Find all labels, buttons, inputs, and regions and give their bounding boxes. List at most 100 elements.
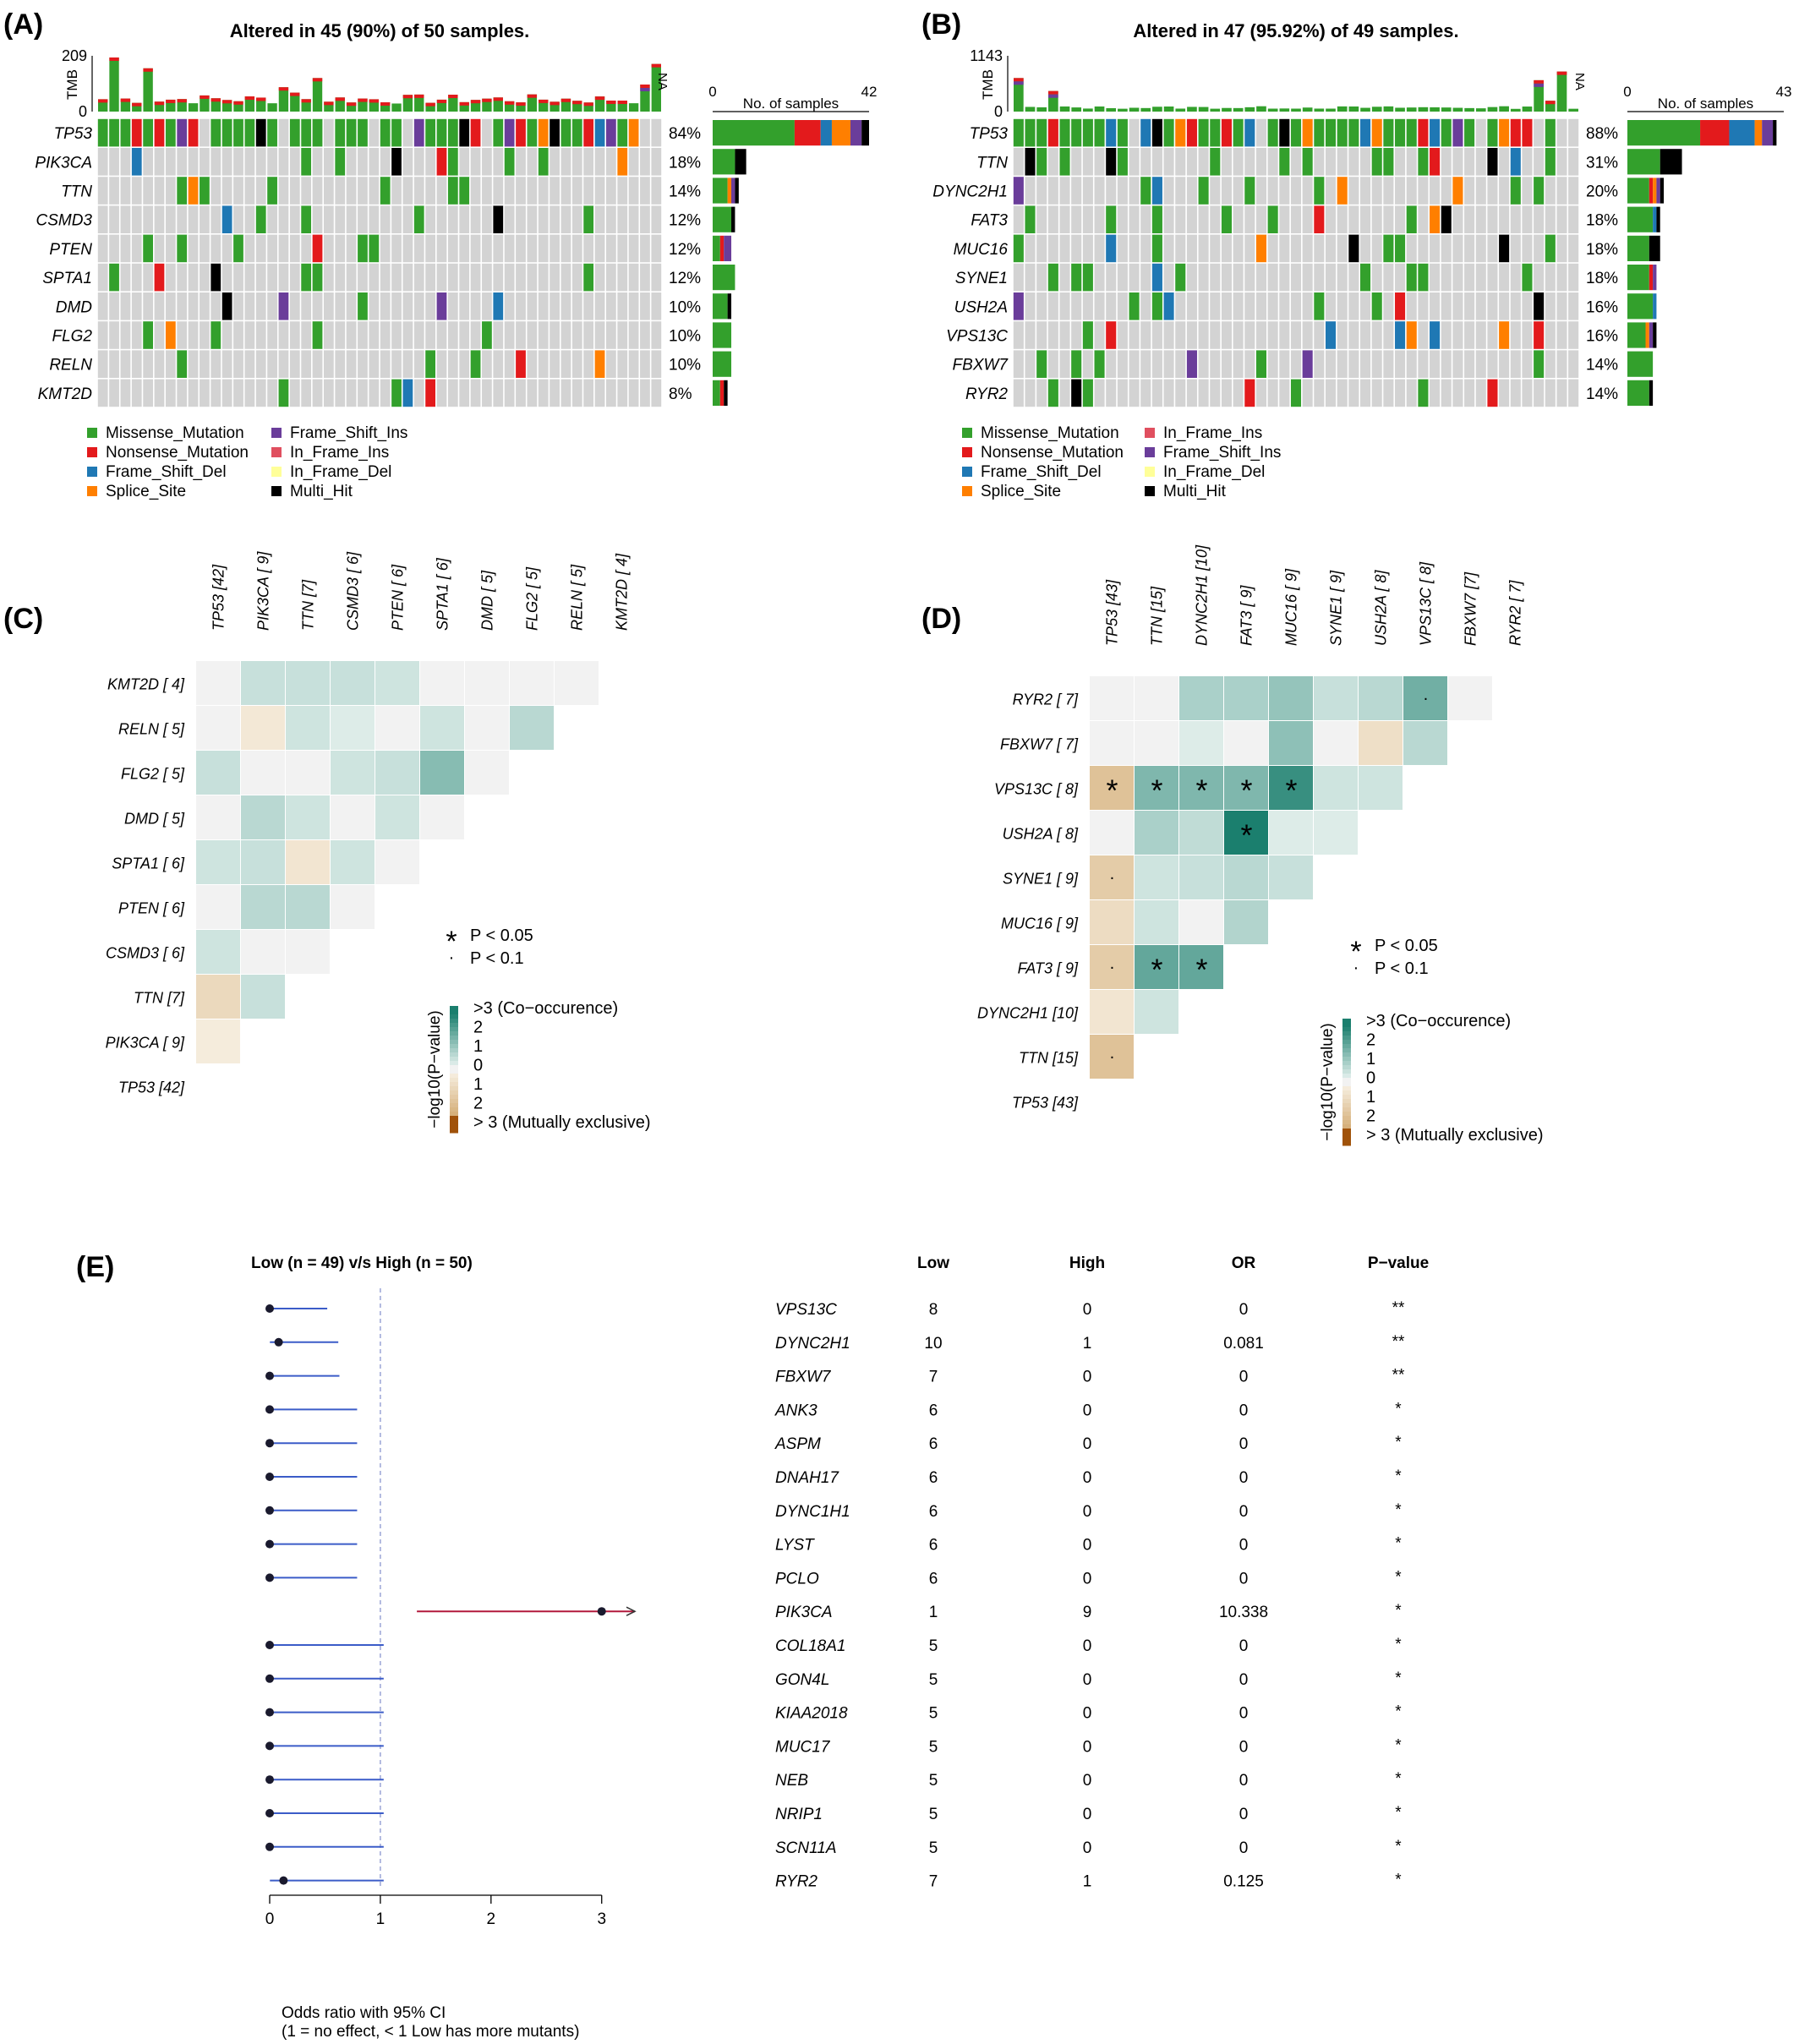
high-count: 0	[1083, 1738, 1092, 1756]
side-bar-segment	[713, 149, 735, 175]
legend-label: In_Frame_Ins	[290, 444, 389, 462]
oncoplot-cell	[425, 118, 435, 147]
gene-label: SPTA1	[42, 270, 92, 287]
gene-label: TP53	[54, 125, 93, 143]
oncoplot-cell	[1348, 263, 1359, 292]
low-count: 5	[929, 1839, 938, 1857]
oncoplot-cell	[1371, 177, 1382, 205]
gene-name: SCN11A	[775, 1839, 837, 1857]
oncoplot-cell	[571, 321, 582, 349]
oncoplot-cell	[1233, 263, 1244, 292]
tmb-bar	[1371, 107, 1382, 112]
heatmap-cell	[1224, 811, 1268, 855]
oncoplot-cell	[369, 263, 380, 292]
oncoplot-cell	[1325, 234, 1337, 263]
odds-ratio: 0	[1239, 1369, 1249, 1386]
colorbar-segment	[450, 1116, 458, 1121]
oncoplot-cell	[1013, 263, 1024, 292]
oncoplot-cell	[516, 321, 526, 349]
oncoplot-cell	[244, 118, 255, 147]
oncoplot-cell	[1210, 321, 1221, 349]
oncoplot-cell	[651, 118, 662, 147]
oncoplot-cell	[1510, 177, 1521, 205]
oncoplot-cell	[550, 292, 560, 320]
oncoplot-cell	[1325, 263, 1337, 292]
oncoplot-cell	[1395, 234, 1406, 263]
colorbar-label: >3 (Co−occurence)	[473, 999, 618, 1018]
gene-percent: 16%	[1586, 328, 1618, 346]
low-count: 6	[929, 1570, 938, 1588]
oncoplot-cell	[1499, 205, 1510, 233]
oncoplot-cell	[1013, 205, 1024, 233]
oncoplot-cell	[1071, 205, 1082, 233]
oncoplot-cell	[109, 234, 119, 263]
low-count: 7	[929, 1873, 938, 1891]
oncoplot-cell	[571, 177, 582, 205]
oncoplot-cell	[1499, 321, 1510, 349]
oncoplot-cell	[211, 205, 221, 233]
col-label: RYR2 [ 7]	[1507, 580, 1524, 646]
colorbar-label: 2	[1366, 1107, 1375, 1126]
oncoplot-cell	[255, 263, 266, 292]
oncoplot-cell	[583, 292, 594, 320]
significance-mark: ·	[1109, 1048, 1115, 1067]
oncoplot-cell	[165, 263, 176, 292]
oncoplot-cell	[402, 177, 413, 205]
oncoplot-cell	[369, 148, 380, 176]
oncoplot-cell	[154, 205, 165, 233]
oncoplot-cell	[131, 205, 142, 233]
oncoplot-cell	[335, 205, 346, 233]
oncoplot-cell	[211, 263, 221, 292]
oncoplot-cell	[1221, 379, 1232, 407]
oncoplot-cell	[1047, 350, 1058, 378]
oncoplot-cell	[301, 234, 312, 263]
oncoplot-cell	[143, 177, 153, 205]
estimate-point	[265, 1371, 274, 1380]
gene-percent: 20%	[1586, 183, 1618, 201]
oncoplot-cell	[571, 263, 582, 292]
colorbar-segment	[450, 1010, 458, 1015]
oncoplot-cell	[493, 321, 504, 349]
oncoplot-cell	[628, 350, 639, 378]
oncoplot-cell	[301, 321, 312, 349]
oncoplot-cell	[1395, 148, 1406, 176]
panel-label-e: (E)	[76, 1251, 114, 1283]
oncoplot-title: Altered in 45 (90%) of 50 samples.	[230, 20, 530, 41]
oncoplot-cell	[289, 205, 300, 233]
legend-label: Missense_Mutation	[106, 424, 244, 442]
colorbar-segment	[450, 1014, 458, 1019]
oncoplot-cell	[1151, 177, 1162, 205]
heatmap-cell	[196, 661, 240, 705]
oncoplot-cell	[1129, 177, 1140, 205]
tmb-bar	[1452, 107, 1463, 112]
oncoplot-cell	[1267, 350, 1278, 378]
oncoplot-cell	[1025, 177, 1036, 205]
oncoplot-cell	[493, 118, 504, 147]
oncoplot-cell	[1025, 234, 1036, 263]
oncoplot-cell	[131, 148, 142, 176]
oncoplot-cell	[1151, 292, 1162, 320]
high-count: 0	[1083, 1503, 1092, 1521]
oncoplot-cell	[1059, 350, 1070, 378]
oncoplot-cell	[651, 321, 662, 349]
oncoplot-cell	[402, 234, 413, 263]
legend-label: Nonsense_Mutation	[981, 444, 1124, 462]
oncoplot-cell	[165, 234, 176, 263]
oncoplot-cell	[369, 234, 380, 263]
oncoplot-cell	[413, 321, 424, 349]
oncoplot-cell	[188, 350, 199, 378]
row-label: VPS13C [ 8]	[994, 781, 1079, 798]
tmb-bar-segment	[200, 95, 210, 99]
gene-label: FAT3	[971, 212, 1008, 230]
oncoplot-cell	[346, 292, 357, 320]
oncoplot-cell	[289, 350, 300, 378]
heatmap-cell	[331, 751, 375, 795]
oncoplot-cell	[1302, 148, 1313, 176]
oncoplot-cell	[571, 148, 582, 176]
row-label: DMD [ 5]	[124, 811, 185, 828]
oncoplot-cell	[1371, 205, 1382, 233]
oncoplot-cell	[1499, 292, 1510, 320]
oncoplot-cell	[1464, 321, 1475, 349]
tmb-bar-segment	[539, 99, 549, 103]
side-bar-segment	[731, 178, 735, 204]
